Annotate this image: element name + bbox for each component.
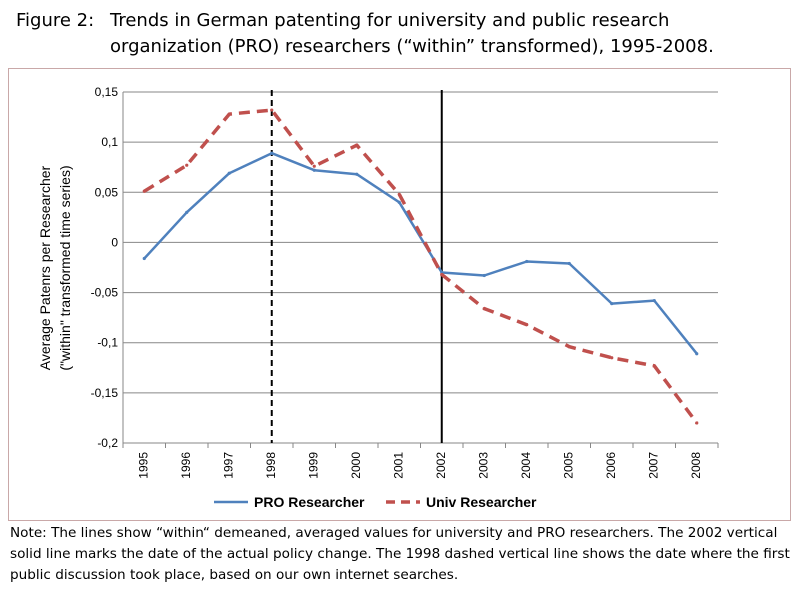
x-tick-label: 2000 bbox=[349, 452, 363, 479]
x-tick-label: 2004 bbox=[519, 452, 533, 479]
y-axis-title-line-2: ("within" transformed time series) bbox=[57, 165, 73, 370]
data-point bbox=[610, 302, 614, 306]
y-tick-label: 0,05 bbox=[95, 185, 119, 199]
series-line-pro bbox=[143, 151, 698, 355]
y-tick-label: -0,1 bbox=[97, 336, 118, 350]
data-point bbox=[695, 421, 699, 425]
data-point bbox=[355, 172, 359, 176]
data-point bbox=[312, 164, 316, 168]
data-point bbox=[270, 108, 274, 112]
data-point bbox=[525, 259, 529, 264]
data-point bbox=[652, 298, 656, 303]
legend-label: Univ Researcher bbox=[426, 494, 537, 510]
y-tick-label: 0,15 bbox=[95, 85, 119, 99]
x-tick-label: 2008 bbox=[689, 452, 703, 479]
x-tick-label: 1998 bbox=[264, 452, 278, 479]
figure-label: Figure 2: bbox=[16, 10, 95, 31]
series-line-univ bbox=[143, 108, 699, 424]
data-point bbox=[695, 352, 699, 356]
data-point bbox=[652, 364, 656, 368]
chart-frame bbox=[8, 68, 791, 521]
data-point bbox=[525, 323, 529, 327]
data-point bbox=[482, 307, 486, 311]
data-point bbox=[482, 273, 486, 278]
y-tick-label: -0,05 bbox=[91, 286, 119, 300]
data-point bbox=[610, 356, 614, 360]
x-tick-label: 2003 bbox=[476, 452, 490, 479]
data-point bbox=[185, 163, 189, 167]
x-tick-label: 1996 bbox=[179, 452, 193, 479]
x-tick-label: 2007 bbox=[646, 452, 660, 479]
data-point bbox=[312, 168, 316, 172]
data-point bbox=[185, 210, 189, 214]
x-tick-label: 1995 bbox=[136, 452, 150, 479]
y-tick-label: -0,15 bbox=[91, 386, 119, 400]
data-point bbox=[567, 345, 571, 349]
figure-note: Note: The lines show “within“ demeaned, … bbox=[10, 525, 790, 583]
data-point bbox=[397, 192, 401, 196]
y-tick-label: 0,1 bbox=[101, 135, 118, 149]
legend-label: PRO Researcher bbox=[254, 494, 365, 510]
y-tick-label: -0,2 bbox=[97, 436, 118, 450]
data-point bbox=[440, 272, 444, 277]
x-tick-label: 1997 bbox=[221, 452, 235, 479]
y-tick-label: 0 bbox=[111, 235, 118, 249]
x-tick-label: 1999 bbox=[306, 452, 320, 479]
data-point bbox=[567, 261, 571, 266]
data-point bbox=[142, 256, 146, 261]
figure-title-text: Trends in German patenting for universit… bbox=[110, 10, 714, 57]
x-tick-label: 2005 bbox=[561, 452, 575, 479]
data-point bbox=[227, 171, 231, 175]
data-point bbox=[270, 151, 274, 155]
data-point bbox=[227, 112, 231, 116]
x-tick-label: 2002 bbox=[434, 452, 448, 479]
x-tick-label: 2006 bbox=[604, 452, 618, 479]
y-axis-title-line-1: Average Patenrs per Researcher bbox=[37, 165, 53, 370]
x-tick-label: 2001 bbox=[391, 452, 405, 479]
data-point bbox=[142, 189, 146, 193]
data-point bbox=[397, 200, 401, 204]
data-point bbox=[355, 143, 359, 147]
